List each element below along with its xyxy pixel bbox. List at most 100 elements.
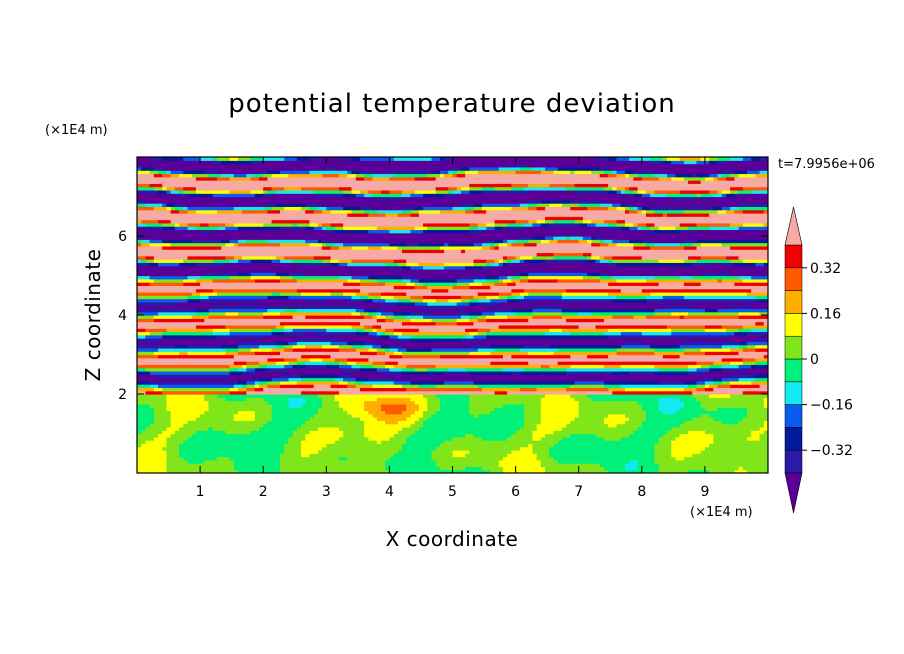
heatmap-cell [347,446,353,451]
heatmap-cell [326,387,332,392]
heatmap-cell [688,466,693,471]
heatmap-cell [448,380,454,385]
heatmap-cell [473,459,479,464]
heatmap-cell [431,407,437,412]
heatmap-cell [296,417,302,421]
heatmap-cell [549,364,555,369]
heatmap-cell [641,397,647,402]
heatmap-cell [608,413,613,418]
heatmap-cell [557,463,563,468]
heatmap-cell [301,370,306,375]
heatmap-cell [473,436,479,441]
heatmap-cell [519,384,525,389]
heatmap-cell [637,413,643,418]
heatmap-cell [700,380,706,385]
heatmap-cell [149,436,155,441]
heatmap-cell [275,361,281,365]
heatmap-cell [149,361,155,365]
heatmap-cell [465,423,470,428]
heatmap-cell [570,374,576,379]
heatmap-cell [624,446,630,451]
heatmap-cell [288,407,294,412]
heatmap-cell [679,384,685,389]
heatmap-cell [191,380,197,385]
heatmap-cell [751,400,756,405]
heatmap-cell [296,394,302,398]
heatmap-cell [494,400,500,405]
heatmap-cell [296,410,302,415]
heatmap-cell [355,380,361,385]
heatmap-cell [574,384,580,389]
heatmap-cell [683,384,689,389]
heatmap-cell [452,390,458,395]
heatmap-cell [145,426,151,431]
heatmap-cell [309,364,315,369]
heatmap-cell [301,380,306,385]
heatmap-cell [448,423,454,428]
heatmap-cell [511,397,517,402]
heatmap-cell [351,463,357,468]
heatmap-cell [692,380,698,385]
heatmap-cell [612,390,618,395]
heatmap-cell [671,407,677,412]
heatmap-cell [667,436,672,441]
heatmap-cell [229,433,235,438]
heatmap-cell [195,417,201,421]
heatmap-cell [490,463,496,468]
heatmap-cell [183,413,189,418]
heatmap-cell [216,443,222,448]
heatmap-cell [254,420,260,425]
heatmap-cell [675,456,681,461]
heatmap-cell [393,426,399,431]
heatmap-cell [359,417,365,421]
heatmap-cell [519,446,525,451]
heatmap-cell [393,413,399,418]
heatmap-cell [179,384,184,389]
heatmap-cell [200,430,205,435]
heatmap-cell [149,446,155,451]
heatmap-cell [452,374,458,379]
heatmap-cell [242,377,247,382]
heatmap-cell [179,390,184,395]
heatmap-cell [608,380,613,385]
heatmap-cell [738,456,744,461]
heatmap-cell [709,449,714,454]
heatmap-cell [183,390,189,395]
heatmap-cell [267,446,273,451]
heatmap-cell [582,443,588,448]
heatmap-cell [671,456,677,461]
heatmap-cell [137,469,142,473]
heatmap-cell [759,390,765,395]
heatmap-cell [444,453,449,458]
heatmap-cell [692,459,698,464]
heatmap-cell [292,394,298,398]
heatmap-cell [385,453,390,458]
heatmap-cell [313,364,319,369]
heatmap-cell [200,440,205,444]
heatmap-cell [511,413,517,418]
heatmap-cell [519,364,525,369]
heatmap-cell [355,446,361,451]
heatmap-cell [658,364,664,369]
heatmap-cell [553,420,559,425]
heatmap-cell [540,453,546,458]
heatmap-cell [616,466,622,471]
heatmap-cell [385,463,390,468]
heatmap-cell [742,387,748,392]
heatmap-cell [200,463,205,468]
heatmap-cell [608,374,613,379]
heatmap-cell [595,394,601,398]
heatmap-cell [734,413,740,418]
heatmap-cell [418,364,424,369]
heatmap-cell [469,397,475,402]
heatmap-cell [688,410,693,415]
heatmap-cell [444,459,449,464]
heatmap-cell [233,466,239,471]
heatmap-cell [582,413,588,418]
heatmap-cell [481,364,487,369]
heatmap-cell [751,384,756,389]
heatmap-cell [271,466,277,471]
heatmap-cell [137,426,142,431]
heatmap-cell [452,384,458,389]
heatmap-cell [393,443,399,448]
